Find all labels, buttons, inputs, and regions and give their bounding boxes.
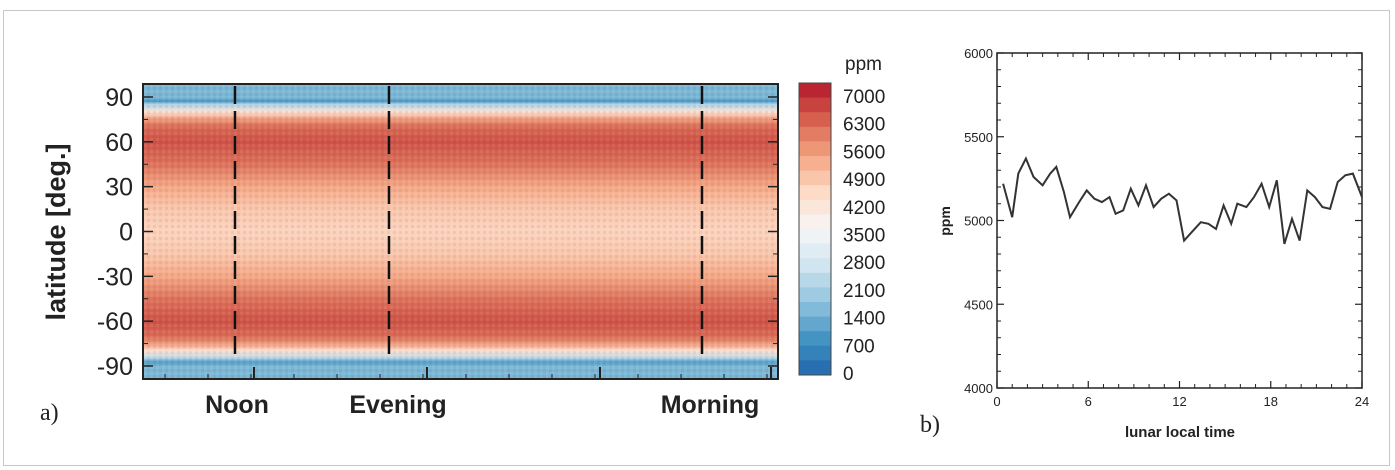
colorbar-segment <box>799 302 831 318</box>
colorbar-tick-label: 4200 <box>843 198 885 219</box>
colorbar-segment <box>799 214 831 230</box>
panel-a-label: a) <box>40 400 59 426</box>
panel-a-ylabel: latitude [deg.] <box>41 144 71 321</box>
panel-a-ytick-labels: 90 60 30 0 -30 -60 -90 <box>97 84 133 381</box>
panel-a: latitude [deg.] 90 60 30 0 -30 -60 -90 Noon Ev… <box>40 54 885 426</box>
panel-b-xlabel: lunar local time <box>1125 424 1235 441</box>
colorbar-segment <box>799 185 831 201</box>
colorbar-tick-label: 700 <box>843 336 875 357</box>
panel-b-xtick-label: 18 <box>1264 394 1278 409</box>
panel-a-ytick-marks <box>143 96 778 367</box>
colorbar-segment <box>799 258 831 274</box>
panel-b-xticks: 0 6 12 18 24 <box>993 53 1369 409</box>
time-label-morning: Morning <box>661 391 760 419</box>
panel-b-ytick-label: 4000 <box>964 381 993 396</box>
colorbar-segment <box>799 272 831 288</box>
panel-b: ppm 4000 4500 5000 5500 6000 0 6 12 18 24 lunar … <box>920 46 1369 441</box>
time-label-evening: Evening <box>349 391 446 419</box>
colorbar <box>798 82 832 376</box>
panel-b-ytick-label: 5500 <box>964 130 993 145</box>
panel-b-xtick-label: 6 <box>1085 394 1092 409</box>
panel-b-ytick-label: 6000 <box>964 46 993 61</box>
colorbar-tick-label: 6300 <box>843 115 885 136</box>
colorbar-tick-label: 2100 <box>843 281 885 302</box>
panel-a-xtick-marks <box>164 367 772 379</box>
panel-b-xtick-label: 12 <box>1172 394 1186 409</box>
colorbar-segment <box>799 141 831 157</box>
colorbar-segment <box>799 112 831 128</box>
time-label-noon: Noon <box>205 391 269 419</box>
colorbar-tick-label: 5600 <box>843 142 885 163</box>
colorbar-segment <box>799 97 831 113</box>
panel-a-ytick-label: -60 <box>97 308 133 336</box>
colorbar-tick-label: 1400 <box>843 309 885 330</box>
panel-a-ytick-label: 30 <box>105 174 133 202</box>
ppm-line-series <box>1002 156 1363 245</box>
colorbar-frame <box>798 82 832 376</box>
colorbar-tick-label: 2800 <box>843 253 885 274</box>
panel-b-ylabel: ppm <box>937 206 953 236</box>
panel-a-ytick-label: 0 <box>119 219 133 247</box>
colorbar-segment <box>799 199 831 215</box>
panel-b-xtick-label: 0 <box>993 394 1000 409</box>
colorbar-tick-label: 3500 <box>843 226 885 247</box>
panel-a-ytick-label: -30 <box>97 263 133 291</box>
colorbar-tick-label: 0 <box>843 364 854 385</box>
panel-b-yticks: 4000 4500 5000 5500 6000 <box>964 46 1362 396</box>
heatmap-texture <box>143 84 778 379</box>
colorbar-segment <box>799 345 831 361</box>
figure-frame <box>3 10 1390 466</box>
colorbar-segment <box>799 316 831 332</box>
panel-b-ytick-label: 4500 <box>964 297 993 312</box>
colorbar-segment <box>799 360 831 376</box>
colorbar-segment <box>799 287 831 303</box>
colorbar-segment <box>799 83 831 99</box>
colorbar-segment <box>799 331 831 347</box>
terminator-dashed-lines <box>233 86 704 355</box>
colorbar-segment <box>799 156 831 172</box>
panel-a-ytick-label: 90 <box>105 84 133 112</box>
panel-a-ytick-label: 60 <box>105 129 133 157</box>
panel-b-xtick-label: 24 <box>1355 394 1369 409</box>
colorbar-segment <box>799 243 831 259</box>
colorbar-tick-label: 4900 <box>843 170 885 191</box>
colorbar-tick-label: 7000 <box>843 87 885 108</box>
colorbar-segment <box>799 126 831 142</box>
panel-a-ytick-label: -90 <box>97 353 133 381</box>
colorbar-segment <box>799 170 831 186</box>
colorbar-unit: ppm <box>845 54 882 75</box>
panel-b-ytick-label: 5000 <box>964 214 993 229</box>
panel-b-label: b) <box>920 412 940 438</box>
colorbar-segment <box>799 229 831 245</box>
